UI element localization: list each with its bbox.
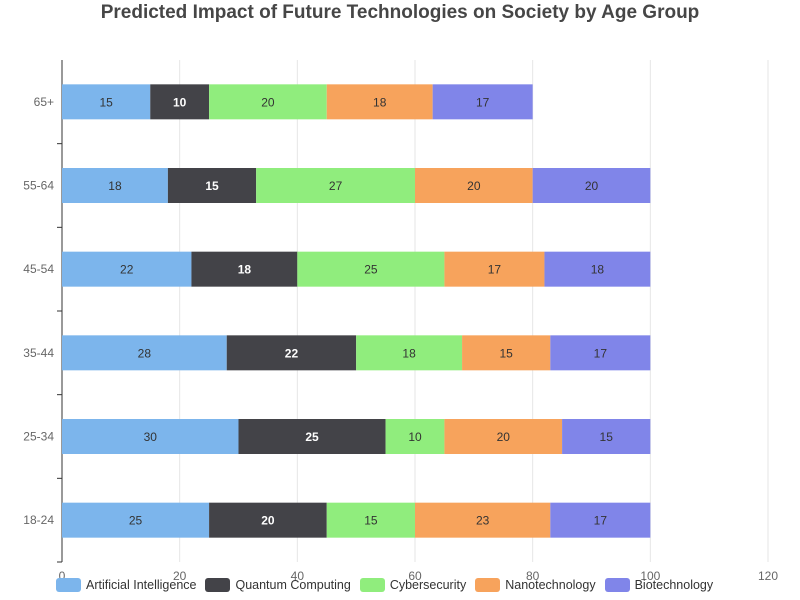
data-label: 28 <box>138 346 152 360</box>
bar-segment[interactable] <box>191 251 298 287</box>
y-tick-label: 18-24 <box>23 513 54 527</box>
bar-segment[interactable] <box>432 84 533 120</box>
data-label: 22 <box>120 263 134 277</box>
x-tick-label: 60 <box>408 569 422 583</box>
data-label: 18 <box>238 263 252 277</box>
data-label: 22 <box>285 346 299 360</box>
data-label: 17 <box>488 263 502 277</box>
data-label: 25 <box>305 430 319 444</box>
y-tick-label: 35-44 <box>23 346 54 360</box>
legend-item[interactable]: Quantum Computing <box>205 578 351 592</box>
bar-segment[interactable] <box>256 168 415 203</box>
data-label: 25 <box>129 514 143 528</box>
y-tick-label: 65+ <box>34 95 54 109</box>
legend-item[interactable]: Biotechnology <box>604 578 714 592</box>
bar-segment[interactable] <box>150 84 210 120</box>
bar-segment[interactable] <box>415 168 533 203</box>
axes: 0 20 40 60 80 100 120 18-24 25-34 35-44 45-54 55-64… <box>23 60 778 583</box>
data-label: 30 <box>144 430 158 444</box>
data-label: 15 <box>99 95 113 109</box>
data-label: 15 <box>500 346 514 360</box>
bar-segment[interactable] <box>415 502 551 538</box>
legend-swatch <box>56 578 81 592</box>
legend-swatch <box>475 578 501 592</box>
x-tick-label: 80 <box>526 569 540 583</box>
legend-label: Quantum Computing <box>235 578 351 592</box>
bar-segment[interactable] <box>544 251 651 287</box>
data-label: 18 <box>373 95 387 109</box>
bar-segment[interactable] <box>62 84 151 120</box>
x-tick-label: 20 <box>173 569 187 583</box>
data-label: 15 <box>205 179 219 193</box>
data-label: 17 <box>476 95 490 109</box>
data-label: 17 <box>594 514 608 528</box>
bar-segment[interactable] <box>226 335 357 371</box>
bar-segment[interactable] <box>209 84 327 120</box>
data-label: 20 <box>497 430 511 444</box>
legend: Artificial Intelligence Quantum Computing… <box>56 578 722 592</box>
bar-segment[interactable] <box>326 502 415 538</box>
bar-segment[interactable] <box>62 251 192 287</box>
data-label: 10 <box>408 430 422 444</box>
data-label: 18 <box>108 179 122 193</box>
data-label: 20 <box>585 179 599 193</box>
bar-segment[interactable] <box>297 251 445 287</box>
x-tick-label: 100 <box>640 569 660 583</box>
bars <box>62 84 651 538</box>
x-tick-label: 40 <box>291 569 305 583</box>
legend-swatch <box>604 578 630 592</box>
data-label: 25 <box>364 263 378 277</box>
y-tick-label: 55-64 <box>23 179 54 193</box>
legend-label: Biotechnology <box>634 578 714 592</box>
bar-segment[interactable] <box>209 502 327 538</box>
data-label: 18 <box>402 346 416 360</box>
data-label: 20 <box>467 179 481 193</box>
data-label: 15 <box>600 430 614 444</box>
y-tick-label: 45-54 <box>23 262 54 276</box>
bar-segment[interactable] <box>550 335 651 371</box>
data-label: 20 <box>261 95 275 109</box>
data-label: 10 <box>173 95 187 109</box>
data-labels: 25 20 15 23 17 30 25 10 20 15 28 22 18 15 17 22 18 25 17 18… <box>99 95 613 527</box>
bar-segment[interactable] <box>444 251 545 287</box>
chart-title: Predicted Impact of Future Technologies … <box>100 2 700 23</box>
legend-label: Cybersecurity <box>389 578 467 592</box>
bar-segment[interactable] <box>356 335 463 371</box>
bar-segment[interactable] <box>532 168 651 203</box>
data-label: 17 <box>594 346 608 360</box>
bar-segment[interactable] <box>462 335 551 371</box>
y-tick-label: 25-34 <box>23 430 54 444</box>
bar-segment[interactable] <box>550 502 651 538</box>
bar-segment[interactable] <box>326 84 433 120</box>
data-label: 23 <box>476 514 490 528</box>
data-label: 18 <box>591 263 605 277</box>
bar-segment[interactable] <box>167 168 257 203</box>
x-tick-label: 0 <box>59 569 66 583</box>
legend-item[interactable]: Artificial Intelligence <box>56 578 196 592</box>
data-label: 20 <box>261 514 275 528</box>
legend-swatch <box>205 578 231 592</box>
legend-item[interactable]: Cybersecurity <box>359 578 467 592</box>
data-label: 15 <box>364 514 378 528</box>
x-tick-label: 120 <box>758 569 778 583</box>
grid-lines <box>179 60 769 562</box>
bar-segment[interactable] <box>62 335 227 371</box>
bar-segment[interactable] <box>444 419 563 454</box>
bar-segment[interactable] <box>385 419 445 454</box>
bar-segment[interactable] <box>62 419 239 454</box>
data-label: 27 <box>329 179 343 193</box>
bar-segment[interactable] <box>62 502 210 538</box>
bar-segment[interactable] <box>238 419 386 454</box>
legend-label: Artificial Intelligence <box>86 578 197 592</box>
bar-segment[interactable] <box>562 419 651 454</box>
legend-label: Nanotechnology <box>505 578 596 592</box>
legend-swatch <box>359 578 385 592</box>
bar-segment[interactable] <box>62 168 168 203</box>
legend-item[interactable]: Nanotechnology <box>475 578 596 592</box>
